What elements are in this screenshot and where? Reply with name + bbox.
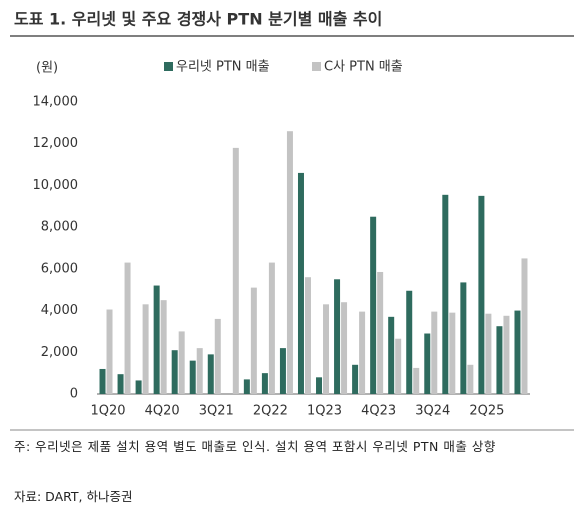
bar	[521, 258, 528, 394]
bar	[106, 309, 113, 394]
bar	[171, 350, 178, 394]
bar	[460, 282, 467, 394]
bar	[196, 348, 203, 394]
y-tick-label: 4,000	[41, 303, 78, 318]
y-tick-label: 10,000	[33, 178, 79, 193]
bar	[286, 131, 293, 394]
bar	[395, 338, 402, 394]
bar	[431, 311, 438, 394]
bar	[406, 290, 413, 394]
bar	[341, 302, 348, 394]
bar	[268, 262, 275, 394]
source: 자료: DART, 하나증권	[14, 489, 133, 504]
bar	[178, 331, 185, 394]
y-tick-label: 14,000	[33, 95, 79, 110]
bar	[250, 287, 257, 394]
bar	[304, 277, 311, 394]
bar	[243, 379, 250, 394]
x-tick-label: 4Q23	[361, 404, 396, 419]
bar	[496, 326, 503, 394]
bar	[413, 367, 420, 394]
x-tick-label: 1Q23	[307, 404, 342, 419]
bar	[323, 304, 330, 394]
bar	[124, 262, 131, 394]
y-unit: (원)	[36, 61, 58, 76]
chart-title: 도표 1. 우리넷 및 주요 경쟁사 PTN 분기별 매출 추이	[14, 10, 382, 29]
bar	[370, 216, 377, 394]
bar	[334, 279, 341, 394]
bar	[279, 348, 286, 394]
bar	[359, 311, 366, 394]
bar	[142, 304, 149, 394]
bar	[377, 271, 384, 394]
bar	[297, 172, 304, 394]
bar	[207, 354, 214, 394]
bar	[514, 310, 521, 394]
bar	[478, 195, 485, 394]
bar	[153, 285, 160, 394]
legend-swatch	[164, 62, 173, 71]
bar	[117, 374, 124, 394]
y-tick-label: 2,000	[41, 345, 78, 360]
x-tick-label: 3Q24	[415, 404, 450, 419]
bar	[135, 380, 142, 394]
bar	[160, 300, 167, 394]
bar	[352, 364, 359, 394]
bar	[316, 377, 323, 394]
bar	[449, 312, 456, 394]
bar	[214, 318, 221, 394]
x-tick-label: 2Q25	[469, 404, 504, 419]
bar	[503, 315, 510, 394]
y-tick-label: 0	[70, 387, 78, 402]
bar	[442, 194, 449, 394]
bar	[232, 147, 239, 394]
note: 주: 우리넷은 제품 설치 용역 별도 매출로 인식. 설치 용역 포함시 우리…	[14, 439, 496, 454]
bar	[424, 333, 431, 394]
x-tick-label: 1Q20	[90, 404, 125, 419]
bar	[485, 313, 492, 394]
legend-label: C사 PTN 매출	[324, 60, 403, 75]
bar	[467, 364, 474, 394]
x-tick-label: 4Q20	[145, 404, 180, 419]
x-tick-label: 2Q22	[253, 404, 288, 419]
legend-swatch	[312, 62, 321, 71]
bar	[261, 373, 268, 394]
x-tick-label: 3Q21	[199, 404, 234, 419]
bar	[388, 316, 395, 394]
y-tick-label: 8,000	[41, 220, 78, 235]
y-tick-label: 12,000	[33, 136, 79, 151]
legend-label: 우리넷 PTN 매출	[176, 60, 270, 75]
y-tick-label: 6,000	[41, 261, 78, 276]
bar	[99, 368, 106, 394]
bar	[189, 360, 196, 394]
